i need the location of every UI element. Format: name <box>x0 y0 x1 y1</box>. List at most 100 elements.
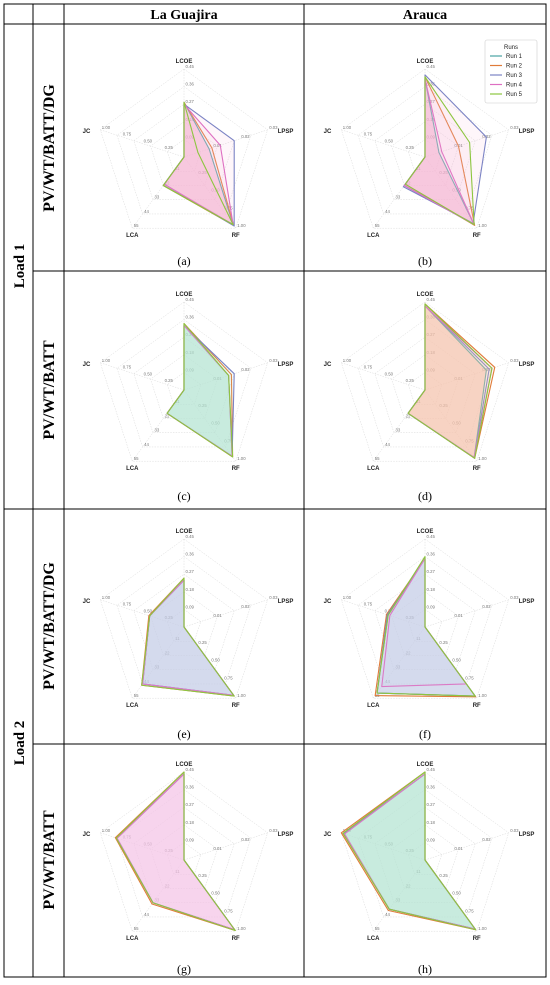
tick-label: 22 <box>406 413 411 418</box>
tick-label: 0.25 <box>406 378 415 383</box>
axis-label-jc: JC <box>324 599 332 605</box>
tick-label: 0.03 <box>269 595 278 600</box>
axis-label-lpsp: LPSP <box>278 599 294 605</box>
tick-label: 0.09 <box>427 604 436 609</box>
tick-label: 0.50 <box>385 138 394 143</box>
tick-label: 55 <box>134 926 139 931</box>
tick-label: 1.00 <box>237 223 246 228</box>
legend: Runs Run 1 Run 2 Run 3 Run 4 Run 5 <box>484 39 538 104</box>
tick-label: 0.75 <box>224 908 233 913</box>
legend-label-run-2: Run 2 <box>506 64 523 70</box>
series-run-5 <box>342 771 477 931</box>
tick-label: 0.25 <box>165 378 174 383</box>
grid-ring <box>116 556 252 685</box>
series-run-5 <box>166 322 234 458</box>
tick-label: 0.01 <box>213 613 222 618</box>
grid-ring <box>116 319 252 448</box>
tick-label: 55 <box>134 456 139 461</box>
tick-label: 0.45 <box>427 297 436 302</box>
tick-label: 0.01 <box>454 613 463 618</box>
tick-label: 0.18 <box>427 820 436 825</box>
tick-label: 0.75 <box>224 675 233 680</box>
axis-label-lca: LCA <box>126 233 139 239</box>
tick-label: 33 <box>395 195 400 200</box>
tick-label: 0.75 <box>123 602 132 607</box>
tick-label: 1.00 <box>102 595 111 600</box>
tick-label: 0.02 <box>241 367 250 372</box>
axis-label-rf: RF <box>473 703 481 709</box>
axis-label-lpsp: LPSP <box>519 129 535 135</box>
tick-label: 0.25 <box>198 640 207 645</box>
grid-ring <box>357 556 493 685</box>
grid-ring <box>116 86 252 215</box>
tick-label: 0.75 <box>123 132 132 137</box>
grid-ring <box>374 103 476 200</box>
tick-label: 0.75 <box>123 365 132 370</box>
tick-label: 55 <box>375 926 380 931</box>
tick-label: 0.36 <box>427 82 436 87</box>
radar-panel-b: 0.090.180.270.360.450.010.020.030.250.50… <box>324 59 535 268</box>
tick-label: 0.25 <box>198 873 207 878</box>
tick-label: 0.45 <box>186 64 195 69</box>
tick-label: 1.00 <box>478 693 487 698</box>
system-label-row-4: PV/WT/BATT <box>41 810 58 910</box>
legend-label-run-3: Run 3 <box>506 73 523 79</box>
radar-panel-d: 0.090.180.270.360.450.010.020.030.250.50… <box>324 292 535 503</box>
tick-label: 0.18 <box>186 587 195 592</box>
tick-label: 1.00 <box>343 125 352 130</box>
panel-caption: (h) <box>418 962 432 976</box>
tick-label: 0.09 <box>427 837 436 842</box>
tick-label: 0.45 <box>427 64 436 69</box>
legend-label-run-1: Run 1 <box>506 54 523 60</box>
tick-label: 1.00 <box>478 456 487 461</box>
tick-label: 0.25 <box>439 640 448 645</box>
tick-label: 0.36 <box>186 552 195 557</box>
tick-label: 0.02 <box>482 134 491 139</box>
axis-label-lca: LCA <box>126 466 139 472</box>
axis-label-rf: RF <box>232 936 240 942</box>
tick-label: 33 <box>395 428 400 433</box>
axis-label-jc: JC <box>324 129 332 135</box>
tick-label: 0.36 <box>186 82 195 87</box>
column-header-la-guajira: La Guajira <box>150 8 217 23</box>
tick-label: 44 <box>385 442 390 447</box>
axis-label-lcoe: LCOE <box>176 529 193 535</box>
tick-label: 0.01 <box>454 143 463 148</box>
radar-panel-e: 0.09 0.18 0.27 0.36 0.45 0.01 0.02 0.03 0.25 0.50… <box>83 529 294 741</box>
tick-label: 1.00 <box>102 828 111 833</box>
tick-label: 0.25 <box>439 873 448 878</box>
tick-label: 0.36 <box>186 785 195 790</box>
table-outer-border <box>3 3 547 978</box>
tick-label: 0.75 <box>364 365 373 370</box>
tick-label: 0.25 <box>165 145 174 150</box>
tick-label: 0.02 <box>241 134 250 139</box>
tick-label: 0.18 <box>186 820 195 825</box>
tick-label: 0.45 <box>186 534 195 539</box>
tick-label: 0.75 <box>364 602 373 607</box>
tick-label: 1.00 <box>237 456 246 461</box>
grid-ring <box>357 86 493 215</box>
tick-label: 44 <box>144 912 149 917</box>
axis-spoke-lpsp <box>424 599 509 628</box>
tick-label: 0.75 <box>465 205 474 210</box>
tick-label: 0.25 <box>406 145 415 150</box>
axis-spoke-jc <box>100 362 185 391</box>
panel-caption: (d) <box>418 489 432 503</box>
tick-label: 1.00 <box>237 693 246 698</box>
tick-label: 0.09 <box>186 837 195 842</box>
series-run-5 <box>407 303 493 459</box>
tick-label: 1.00 <box>343 595 352 600</box>
axis-label-jc: JC <box>83 362 91 368</box>
tick-label: 0.27 <box>186 802 195 807</box>
tick-label: 0.50 <box>144 371 153 376</box>
tick-label: 0.50 <box>452 891 461 896</box>
axis-label-lpsp: LPSP <box>519 599 535 605</box>
series-run-5 <box>115 771 236 932</box>
tick-label: 44 <box>144 442 149 447</box>
tick-label: 0.03 <box>510 125 519 130</box>
column-header-arauca: Arauca <box>403 8 447 23</box>
tick-label: 55 <box>375 456 380 461</box>
legend-title: Runs <box>504 45 518 51</box>
axis-label-lca: LCA <box>126 703 139 709</box>
grid-ring <box>116 789 252 918</box>
